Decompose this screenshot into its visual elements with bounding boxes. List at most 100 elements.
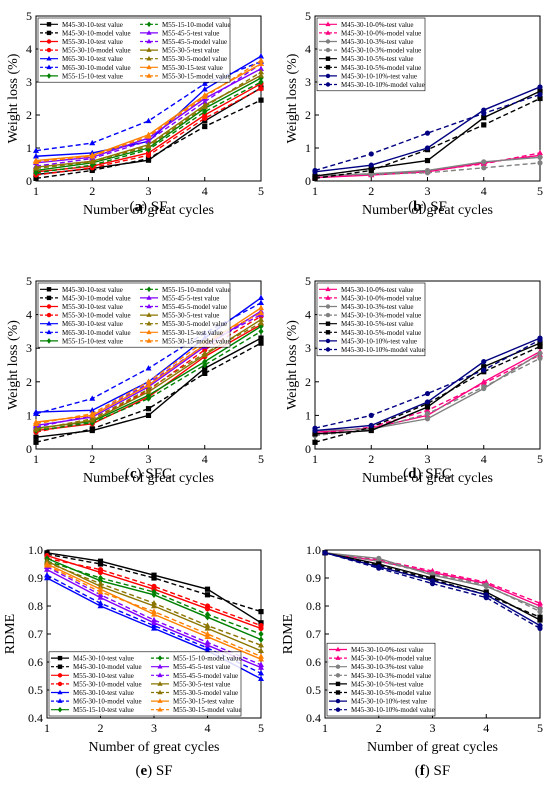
- data-point: [89, 426, 95, 432]
- x-tick-label: 2: [98, 721, 104, 735]
- y-axis-label: Weight loss (%): [285, 53, 300, 143]
- y-tick-label: 4: [26, 42, 32, 56]
- data-point: [202, 370, 208, 376]
- x-tick-label: 1: [312, 184, 318, 198]
- x-tick-label: 1: [33, 184, 39, 198]
- x-tick-label: 3: [430, 721, 436, 735]
- series-line: [314, 339, 541, 429]
- data-point: [204, 611, 211, 618]
- y-tick-label: 2: [305, 375, 311, 389]
- panel-caption: (d) SFC: [403, 466, 452, 482]
- data-point: [481, 359, 487, 365]
- data-point: [537, 149, 543, 156]
- data-point: [145, 381, 152, 388]
- data-point: [202, 115, 208, 121]
- series-4: [312, 160, 543, 178]
- data-point: [151, 619, 157, 625]
- data-point: [481, 159, 487, 165]
- data-point: [201, 93, 208, 100]
- y-tick-label: 4: [305, 42, 311, 56]
- series-line: [46, 566, 262, 666]
- data-point: [204, 644, 211, 651]
- legend-box: [37, 282, 231, 348]
- legend-marker: [146, 338, 152, 343]
- legend-marker: [335, 646, 341, 652]
- data-point: [97, 561, 104, 567]
- legend-marker: [335, 664, 341, 669]
- y-tick-label: 2: [26, 108, 32, 122]
- legend-marker: [46, 329, 52, 335]
- data-point: [44, 566, 50, 572]
- legend-marker: [157, 689, 163, 695]
- y-axis-label: Weight loss (%): [6, 53, 21, 143]
- x-axis-label: Number of great cycles: [362, 471, 493, 486]
- data-point: [537, 617, 543, 623]
- y-tick-label: 0.6: [28, 655, 43, 669]
- legend-label: M45-30-10-5%-model value: [351, 689, 431, 697]
- y-tick-label: 0.8: [306, 599, 321, 613]
- legend-marker: [46, 30, 52, 36]
- x-tick-label: 1: [322, 721, 328, 735]
- data-point: [258, 675, 264, 681]
- y-tick-label: 1.0: [306, 543, 321, 557]
- x-tick-label: 3: [425, 452, 431, 466]
- data-point: [368, 167, 374, 174]
- legend-marker: [146, 73, 152, 78]
- data-point: [145, 137, 152, 143]
- y-tick-label: 1.0: [28, 543, 43, 557]
- data-point: [258, 647, 264, 653]
- legend-label: M45-30-10-3%-test value: [351, 663, 424, 671]
- legend-marker: [46, 55, 52, 61]
- data-point: [424, 411, 431, 417]
- legend-marker: [325, 47, 331, 53]
- y-tick-label: 0.5: [306, 683, 321, 697]
- data-point: [424, 157, 431, 164]
- legend-label: M45-30-10-10%-test value: [341, 337, 417, 345]
- data-point: [151, 625, 157, 631]
- legend-label: M55-15-10-test value: [62, 337, 123, 345]
- x-tick-label: 5: [537, 452, 543, 466]
- legend-label: M55-45-5-model value: [162, 38, 227, 46]
- data-point: [537, 600, 543, 606]
- x-tick-label: 2: [89, 452, 95, 466]
- y-tick-label: 5: [305, 9, 311, 23]
- data-point: [537, 337, 543, 343]
- x-tick-label: 4: [202, 452, 208, 466]
- legend-marker: [335, 673, 341, 678]
- data-point: [258, 68, 264, 75]
- legend-marker: [57, 673, 63, 678]
- y-tick-label: 0: [305, 174, 311, 188]
- data-point: [204, 642, 211, 648]
- data-point: [151, 602, 157, 609]
- legend-label: M55-45-5-test value: [173, 663, 230, 671]
- data-point: [201, 80, 208, 86]
- panel-f: 1 2 3 4 5 0.4 0.5 0.6 0.7 0.8 0.9 1.0 Number of grea…: [281, 543, 543, 779]
- data-point: [258, 53, 264, 59]
- data-point: [424, 390, 431, 397]
- data-point: [33, 153, 39, 159]
- legend-label: M55-15-10-model value: [173, 655, 242, 663]
- x-axis-label: Number of great cycles: [83, 203, 214, 218]
- legend-marker: [325, 30, 331, 35]
- data-point: [312, 175, 318, 181]
- series-line: [314, 345, 541, 443]
- data-point: [97, 567, 104, 573]
- series-line: [324, 552, 541, 630]
- x-axis-label: Number of great cycles: [89, 740, 220, 755]
- data-point: [258, 656, 264, 662]
- x-tick-label: 1: [312, 452, 318, 466]
- x-tick-label: 5: [537, 184, 543, 198]
- y-tick-label: 2: [305, 108, 311, 122]
- series-line: [324, 552, 541, 613]
- data-point: [97, 586, 104, 592]
- x-tick-label: 5: [537, 721, 543, 735]
- y-tick-label: 0.5: [28, 683, 43, 697]
- legend-marker: [57, 698, 63, 703]
- series-line: [314, 97, 541, 180]
- legend-marker: [157, 672, 163, 678]
- legend-label: M55-30-5-model value: [162, 55, 227, 63]
- legend-label: M55-15-10-model value: [162, 21, 231, 29]
- legend-marker: [46, 39, 52, 44]
